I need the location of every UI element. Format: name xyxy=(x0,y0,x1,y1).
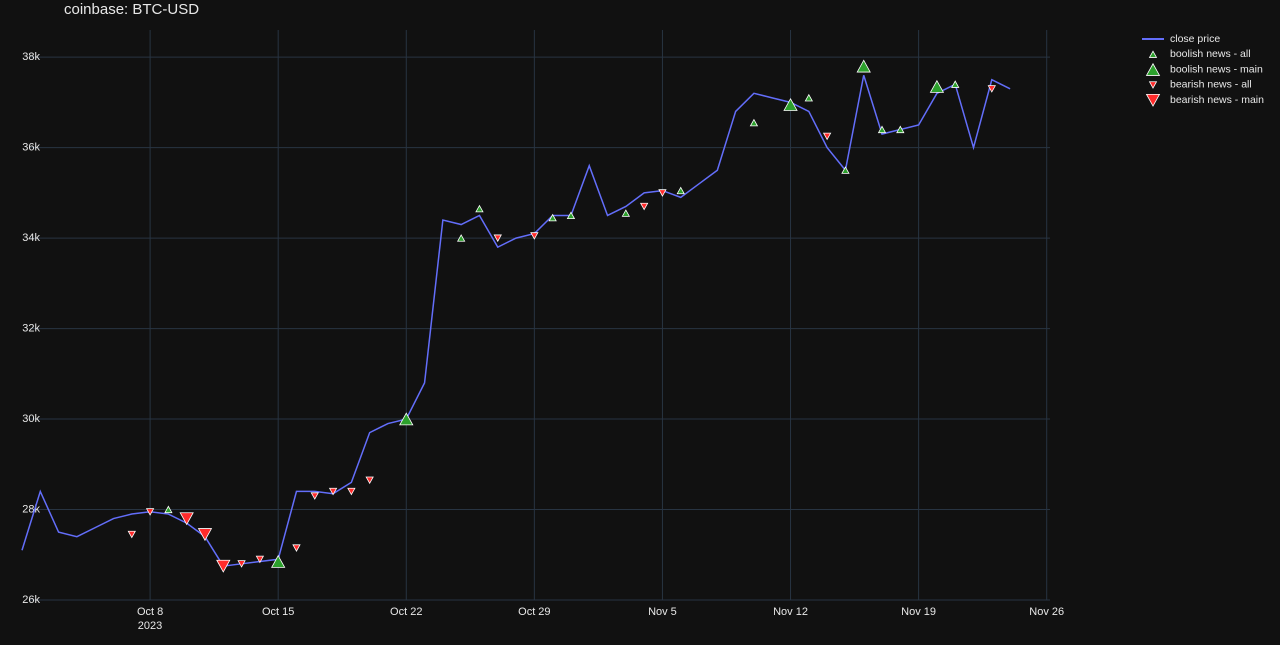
x-tick-label: Nov 19 xyxy=(901,606,936,618)
news-marker xyxy=(328,487,338,496)
news-marker xyxy=(292,544,301,552)
news-marker xyxy=(841,166,850,174)
news-marker xyxy=(145,508,155,516)
news-marker xyxy=(783,97,798,111)
y-tick-label: 28k xyxy=(22,503,40,515)
x-tick-label: Oct 8 xyxy=(137,606,163,618)
news-marker xyxy=(658,189,667,197)
news-marker xyxy=(365,476,374,485)
legend-label: close price xyxy=(1170,33,1220,45)
legend-swatch xyxy=(1148,81,1158,89)
news-marker xyxy=(804,93,814,102)
x-tick-label: Nov 5 xyxy=(648,606,677,618)
x-tick-label: Oct 22 xyxy=(390,606,422,618)
news-marker xyxy=(347,487,356,496)
legend-label: boolish news - all xyxy=(1170,48,1251,60)
news-marker xyxy=(749,118,759,127)
news-marker xyxy=(310,492,319,500)
x-tick-label: Nov 26 xyxy=(1029,606,1064,618)
news-marker xyxy=(475,204,484,213)
news-marker xyxy=(621,209,631,217)
news-marker xyxy=(255,555,265,564)
news-marker xyxy=(548,213,557,222)
news-marker xyxy=(951,80,960,88)
news-marker xyxy=(566,211,576,220)
news-marker xyxy=(237,560,246,568)
news-marker xyxy=(493,234,502,243)
x-tick-label: Oct 15 xyxy=(262,606,294,618)
y-tick-label: 32k xyxy=(22,322,40,334)
legend-swatch xyxy=(1145,93,1161,107)
news-marker xyxy=(197,528,213,542)
y-tick-label: 34k xyxy=(22,232,40,244)
news-marker xyxy=(270,554,286,568)
legend-label: boolish news - main xyxy=(1170,63,1263,75)
y-tick-label: 36k xyxy=(22,142,40,154)
news-marker xyxy=(822,132,832,141)
news-marker xyxy=(856,59,871,73)
news-marker xyxy=(877,125,887,134)
news-marker xyxy=(896,125,905,134)
chart-title: coinbase: BTC-USD xyxy=(64,1,199,18)
news-marker xyxy=(676,186,685,195)
news-marker xyxy=(127,530,136,539)
legend-swatch xyxy=(1148,50,1158,58)
news-marker xyxy=(399,412,414,426)
x-tick-label: Nov 12 xyxy=(773,606,808,618)
news-marker xyxy=(639,202,649,211)
news-marker xyxy=(164,505,173,514)
news-marker xyxy=(929,79,945,93)
news-marker xyxy=(216,559,231,573)
legend-label: bearish news - all xyxy=(1170,79,1252,91)
y-tick-label: 26k xyxy=(22,594,40,606)
legend-label: bearish news - main xyxy=(1170,94,1264,106)
legend-swatch xyxy=(1145,62,1161,76)
y-tick-label: 38k xyxy=(22,51,40,63)
news-marker xyxy=(456,234,466,242)
news-marker xyxy=(530,232,539,240)
x-tick-label: Oct 29 xyxy=(518,606,550,618)
y-tick-label: 30k xyxy=(22,413,40,425)
x-year-label: 2023 xyxy=(138,620,162,632)
news-marker xyxy=(987,85,996,93)
news-marker xyxy=(179,512,194,526)
